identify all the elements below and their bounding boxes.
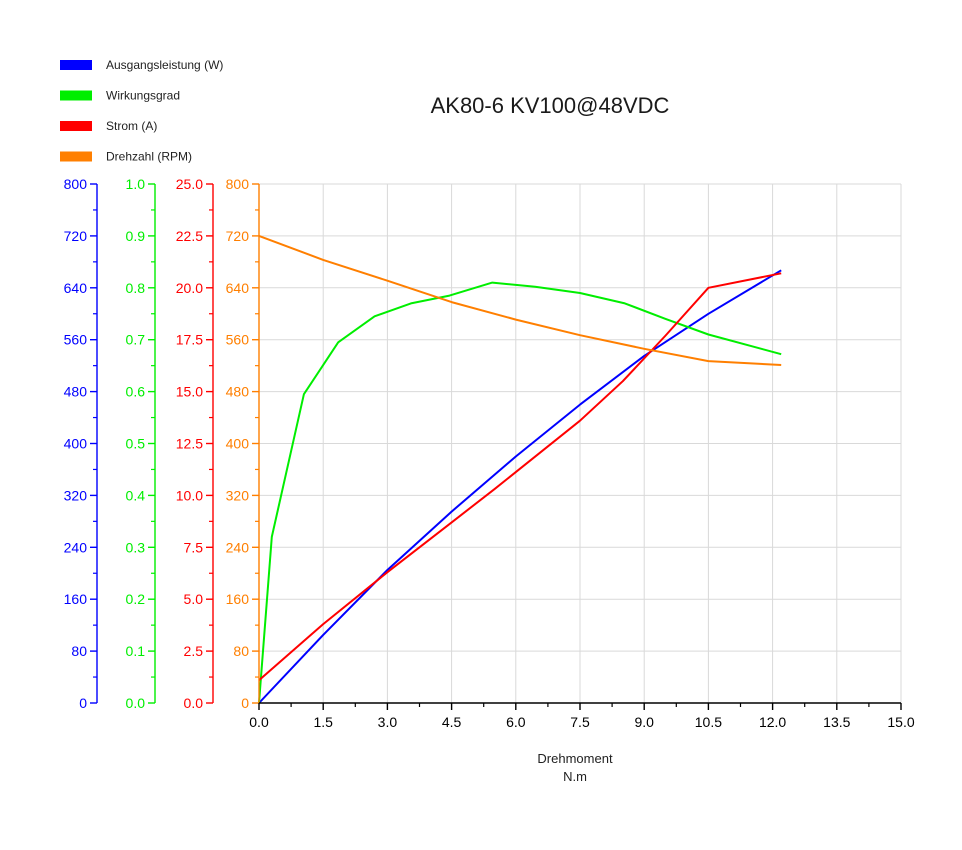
y-tick-label-power: 80 <box>71 643 87 659</box>
legend-label: Strom (A) <box>106 119 157 133</box>
legend-swatch <box>60 60 92 70</box>
y-tick-label-current: 17.5 <box>176 332 203 348</box>
y-tick-label-current: 5.0 <box>184 591 204 607</box>
y-tick-label-power: 400 <box>64 436 88 452</box>
y-tick-label-efficiency: 0.8 <box>126 280 146 296</box>
series-line-2 <box>258 281 782 704</box>
y-tick-label-speed: 80 <box>233 643 249 659</box>
chart-title: AK80-6 KV100@48VDC <box>431 93 670 118</box>
x-tick-label: 6.0 <box>506 714 526 730</box>
y-tick-label-power: 720 <box>64 228 88 244</box>
x-tick-label: 3.0 <box>378 714 398 730</box>
x-tick-label: 9.0 <box>634 714 654 730</box>
y-tick-label-power: 160 <box>64 591 88 607</box>
y-tick-label-speed: 240 <box>226 539 250 555</box>
y-tick-label-current: 10.0 <box>176 487 203 503</box>
y-tick-label-efficiency: 0.0 <box>126 695 146 711</box>
legend-swatch <box>60 90 92 101</box>
series-line-4 <box>258 234 782 366</box>
series-lines <box>258 234 782 704</box>
y-tick-label-speed: 400 <box>226 436 250 452</box>
y-tick-label-speed: 560 <box>226 332 250 348</box>
x-tick-label: 7.5 <box>570 714 590 730</box>
y-tick-label-speed: 720 <box>226 228 250 244</box>
y-tick-label-current: 2.5 <box>184 643 204 659</box>
y-tick-label-efficiency: 0.9 <box>126 228 146 244</box>
y-tick-label-efficiency: 0.5 <box>126 436 146 452</box>
x-tick-label: 12.0 <box>759 714 786 730</box>
x-tick-label: 10.5 <box>695 714 722 730</box>
axes: 0801602403204004805606407208000.00.10.20… <box>64 176 915 730</box>
y-tick-label-current: 15.0 <box>176 384 203 400</box>
y-tick-label-efficiency: 0.1 <box>126 643 146 659</box>
y-tick-label-efficiency: 0.6 <box>126 384 146 400</box>
y-tick-label-current: 22.5 <box>176 228 203 244</box>
y-tick-label-speed: 0 <box>241 695 249 711</box>
series-line-1 <box>258 269 782 704</box>
y-tick-label-efficiency: 0.2 <box>126 591 146 607</box>
y-tick-label-power: 640 <box>64 280 88 296</box>
x-tick-label: 0.0 <box>249 714 269 730</box>
x-tick-label: 4.5 <box>442 714 462 730</box>
y-tick-label-power: 800 <box>64 176 88 192</box>
y-tick-label-current: 25.0 <box>176 176 203 192</box>
legend: Ausgangsleistung (W) Wirkungsgrad Strom (A… <box>60 58 223 164</box>
y-tick-label-power: 560 <box>64 332 88 348</box>
y-tick-label-efficiency: 0.3 <box>126 539 146 555</box>
y-tick-label-power: 480 <box>64 384 88 400</box>
gridlines <box>259 183 902 703</box>
legend-label: Wirkungsgrad <box>106 89 180 103</box>
y-tick-label-power: 320 <box>64 487 88 503</box>
legend-label: Drehzahl (RPM) <box>106 150 192 164</box>
x-axis-unit: N.m <box>563 769 587 784</box>
y-tick-label-current: 7.5 <box>184 539 204 555</box>
y-tick-label-speed: 800 <box>226 176 250 192</box>
y-tick-label-current: 12.5 <box>176 436 203 452</box>
legend-label: Ausgangsleistung (W) <box>106 58 223 72</box>
y-tick-label-speed: 640 <box>226 280 250 296</box>
y-tick-label-efficiency: 0.7 <box>126 332 146 348</box>
x-tick-label: 13.5 <box>823 714 850 730</box>
y-tick-label-speed: 480 <box>226 384 250 400</box>
y-tick-label-efficiency: 0.4 <box>126 487 146 503</box>
y-tick-label-efficiency: 1.0 <box>126 176 146 192</box>
legend-swatch <box>60 151 92 162</box>
legend-swatch <box>60 121 92 131</box>
y-tick-label-power: 0 <box>79 695 87 711</box>
y-tick-label-speed: 160 <box>226 591 250 607</box>
x-axis-label: Drehmoment <box>537 751 613 766</box>
y-tick-label-speed: 320 <box>226 487 250 503</box>
y-tick-label-power: 240 <box>64 539 88 555</box>
y-tick-label-current: 0.0 <box>184 695 204 711</box>
series-line-3 <box>258 272 782 681</box>
y-tick-label-current: 20.0 <box>176 280 203 296</box>
x-tick-label: 15.0 <box>887 714 914 730</box>
x-tick-label: 1.5 <box>313 714 333 730</box>
